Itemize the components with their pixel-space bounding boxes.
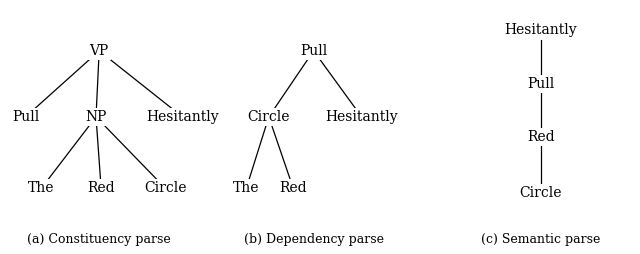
Text: Hesitantly: Hesitantly	[325, 110, 398, 124]
Text: Red: Red	[527, 130, 555, 144]
Text: The: The	[233, 181, 260, 195]
Text: (a) Constituency parse: (a) Constituency parse	[28, 233, 171, 246]
Text: Red: Red	[279, 181, 307, 195]
Text: VP: VP	[90, 44, 109, 58]
Text: Hesitantly: Hesitantly	[504, 23, 577, 38]
Text: Hesitantly: Hesitantly	[146, 110, 219, 124]
Text: Pull: Pull	[527, 77, 554, 91]
Text: Red: Red	[87, 181, 115, 195]
Text: (b) Dependency parse: (b) Dependency parse	[244, 233, 383, 246]
Text: Circle: Circle	[144, 181, 186, 195]
Text: NP: NP	[85, 110, 107, 124]
Text: Pull: Pull	[12, 110, 39, 124]
Text: The: The	[28, 181, 55, 195]
Text: Circle: Circle	[248, 110, 290, 124]
Text: (c) Semantic parse: (c) Semantic parse	[481, 233, 600, 246]
Text: Circle: Circle	[520, 186, 562, 200]
Text: Pull: Pull	[300, 44, 327, 58]
